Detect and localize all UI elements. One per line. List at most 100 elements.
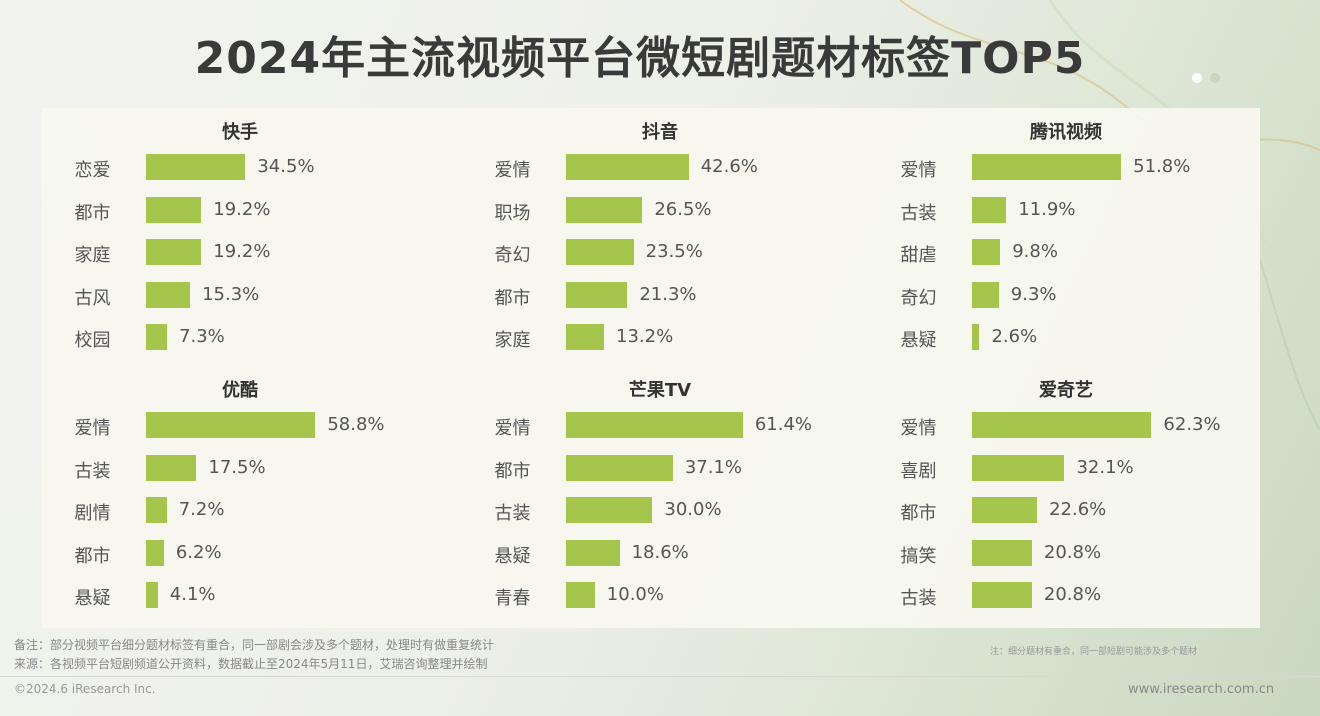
bar	[972, 239, 1001, 265]
bar	[146, 497, 167, 523]
category-label: 古风	[74, 287, 111, 309]
value-label: 18.6%	[631, 541, 689, 563]
value-label: 10.0%	[606, 584, 664, 605]
category-label: 职场	[494, 202, 531, 224]
value-label: 26.5%	[654, 198, 712, 220]
bar	[972, 539, 1032, 566]
category-label: 校园	[74, 330, 111, 351]
value-label: 13.2%	[616, 326, 674, 347]
chart-panel: 爱奇艺 爱情 62.3% 喜剧 32.1% 都市 22.6% 搞笑 20.8% 古装 20.8%	[866, 376, 1266, 626]
bar	[146, 196, 202, 223]
chart-title: 腾讯视频	[1030, 122, 1102, 143]
bar	[566, 239, 634, 265]
bar-row: 悬疑 4.1%	[40, 582, 440, 610]
category-label: 都市	[494, 460, 531, 482]
bar	[146, 324, 168, 350]
bar	[566, 412, 743, 438]
website-link[interactable]: www.iresearch.com.cn	[1128, 682, 1275, 697]
category-label: 爱情	[494, 160, 531, 181]
category-label: 青春	[494, 588, 531, 609]
slide-dot	[1210, 73, 1220, 83]
bar-row: 爱情 51.8%	[866, 154, 1266, 182]
category-label: 都市	[494, 287, 531, 309]
chart-panel: 抖音 爱情 42.6% 职场 26.5% 奇幻 23.5% 都市 21.3% 家庭 13.2%	[460, 118, 860, 368]
bar-row: 家庭 19.2%	[40, 239, 440, 267]
chart-title: 快手	[222, 122, 258, 143]
category-label: 都市	[74, 202, 111, 224]
value-label: 34.5%	[257, 156, 315, 177]
chart-title: 爱奇艺	[1039, 380, 1093, 401]
bar	[146, 582, 158, 608]
bar-row: 古装 20.8%	[866, 582, 1266, 610]
bar	[566, 324, 605, 350]
chart-panel: 优酷 爱情 58.8% 古装 17.5% 剧情 7.2% 都市 6.2% 悬疑 4.1%	[40, 376, 440, 626]
copyright: ©2024.6 iResearch Inc.	[14, 682, 156, 696]
bar-row: 都市 21.3%	[460, 281, 860, 310]
value-label: 20.8%	[1043, 541, 1102, 563]
value-label: 58.8%	[327, 414, 385, 435]
bar-row: 古装 30.0%	[460, 497, 860, 525]
bar-row: 家庭 13.2%	[460, 324, 860, 352]
bar	[566, 154, 689, 180]
bar-row: 校园 7.3%	[40, 324, 440, 352]
bar	[972, 454, 1065, 481]
value-label: 61.4%	[754, 414, 813, 435]
value-label: 9.8%	[1012, 241, 1058, 262]
chart-title: 优酷	[222, 380, 258, 401]
bar-row: 喜剧 32.1%	[866, 454, 1266, 483]
category-label: 悬疑	[900, 330, 937, 351]
bar-row: 奇幻 9.3%	[866, 281, 1266, 310]
value-label: 42.6%	[700, 156, 758, 177]
bar	[566, 281, 628, 308]
value-label: 30.0%	[664, 499, 722, 520]
bar-row: 都市 22.6%	[866, 497, 1266, 525]
value-label: 51.8%	[1133, 156, 1191, 177]
bar	[972, 497, 1038, 523]
value-label: 4.1%	[169, 584, 216, 605]
category-label: 爱情	[900, 418, 937, 439]
bar	[972, 412, 1152, 438]
slide-indicator	[1192, 68, 1228, 87]
footnote-source: 来源：各视频平台短剧频道公开资料，数据截止至2024年5月11日，艾瑞咨询整理并…	[14, 657, 488, 671]
category-label: 古装	[900, 588, 937, 609]
slide-dot-active	[1192, 73, 1202, 83]
bar	[972, 582, 1032, 608]
category-label: 奇幻	[494, 245, 531, 266]
value-label: 32.1%	[1076, 456, 1134, 478]
value-label: 21.3%	[639, 283, 697, 305]
category-label: 古装	[900, 202, 937, 224]
bar	[972, 196, 1007, 223]
chart-title: 抖音	[642, 122, 678, 143]
footnote-note: 备注：部分视频平台细分题材标签有重合，同一部剧会涉及多个题材，处理时有做重复统计	[14, 638, 495, 652]
chart-panel: 快手 恋爱 34.5% 都市 19.2% 家庭 19.2% 古风 15.3% 校园 7.3%	[40, 118, 440, 368]
bar	[146, 239, 202, 265]
bar	[146, 154, 246, 180]
category-label: 奇幻	[900, 287, 937, 309]
bar	[972, 154, 1122, 180]
category-label: 都市	[900, 503, 937, 524]
chart-panel: 芒果TV 爱情 61.4% 都市 37.1% 古装 30.0% 悬疑 18.6% 青春 10.0%	[460, 376, 860, 626]
bar	[566, 454, 673, 481]
value-label: 37.1%	[684, 456, 743, 478]
category-label: 爱情	[900, 160, 937, 181]
category-label: 古装	[494, 503, 531, 524]
bar-row: 职场 26.5%	[460, 196, 860, 225]
category-label: 悬疑	[494, 545, 531, 567]
bar	[566, 582, 595, 608]
value-label: 9.3%	[1010, 283, 1057, 305]
category-label: 爱情	[494, 418, 531, 439]
bar-row: 爱情 42.6%	[460, 154, 860, 182]
bar-row: 剧情 7.2%	[40, 497, 440, 525]
bar-row: 爱情 58.8%	[40, 412, 440, 440]
category-label: 家庭	[494, 330, 531, 351]
value-label: 17.5%	[208, 456, 266, 478]
chart-panel: 腾讯视频 爱情 51.8% 古装 11.9% 甜虐 9.8% 奇幻 9.3% 悬疑 2.6%	[866, 118, 1266, 368]
bar-row: 甜虐 9.8%	[866, 239, 1266, 267]
category-label: 家庭	[74, 245, 111, 266]
bar-row: 都市 37.1%	[460, 454, 860, 483]
bar-row: 都市 19.2%	[40, 196, 440, 225]
category-label: 甜虐	[900, 245, 937, 266]
bar	[146, 281, 191, 308]
bar	[146, 412, 316, 438]
category-label: 搞笑	[900, 545, 937, 567]
